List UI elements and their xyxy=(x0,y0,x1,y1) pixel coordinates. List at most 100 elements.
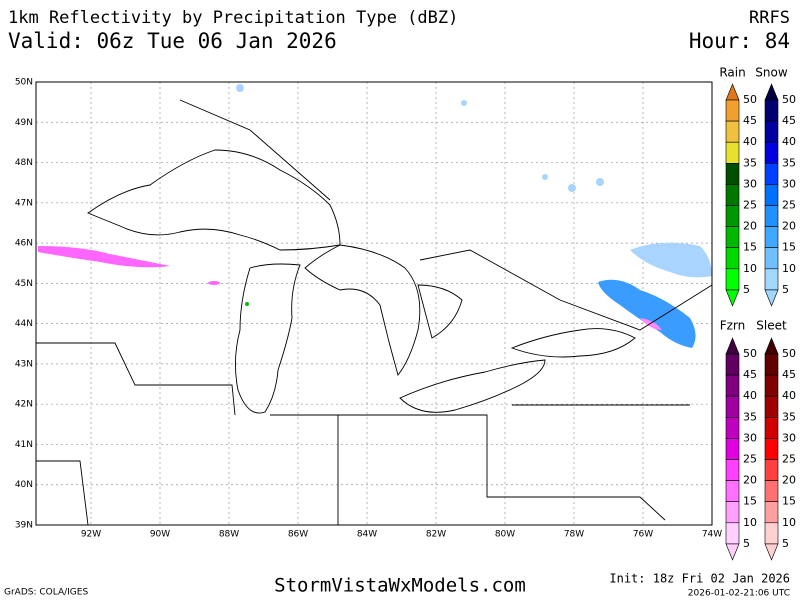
color-swatch xyxy=(764,99,779,122)
color-swatch xyxy=(764,141,779,164)
valid-time: Valid: 06z Tue 06 Jan 2026 xyxy=(8,29,337,53)
legend: Rain 50 45 40 35 30 25 20 15 10 5 Snow 50 45 40 35 30 25 2… xyxy=(719,66,796,561)
boundaries xyxy=(35,82,713,526)
freezing-rain-spot xyxy=(208,281,220,285)
color-swatch xyxy=(725,416,740,439)
legend-level: 30 xyxy=(743,431,757,444)
color-swatch xyxy=(764,395,779,418)
color-swatch xyxy=(764,459,779,481)
color-swatch xyxy=(764,205,779,227)
legend-level: 40 xyxy=(782,389,796,402)
lon-label: 74W xyxy=(702,530,722,540)
mixed-area xyxy=(640,318,662,330)
model: RRFS xyxy=(749,8,790,28)
lon-label: 84W xyxy=(357,530,377,540)
lat-label: 48N xyxy=(15,158,33,168)
color-swatch xyxy=(725,501,740,524)
legend-level: 50 xyxy=(743,347,757,360)
color-swatch xyxy=(764,480,779,503)
legend-level: 35 xyxy=(743,410,757,423)
legend-level: 35 xyxy=(782,410,796,423)
color-swatch xyxy=(764,268,779,291)
legend-level: 5 xyxy=(782,537,789,550)
lat-label: 39N xyxy=(15,521,33,531)
lon-label: 86W xyxy=(288,530,308,540)
legend-level: 50 xyxy=(782,93,796,106)
legend-level: 15 xyxy=(743,241,757,254)
map-frame xyxy=(35,81,713,526)
lat-label: 45N xyxy=(15,279,33,289)
color-swatch xyxy=(764,247,779,270)
color-swatch xyxy=(725,163,740,185)
color-arrow xyxy=(764,543,779,561)
freezing-rain-band xyxy=(38,246,170,268)
legend-level: 45 xyxy=(782,368,796,381)
lake-michigan xyxy=(235,263,301,414)
color-arrow xyxy=(764,289,779,307)
lon-label: 90W xyxy=(150,530,170,540)
lon-label: 78W xyxy=(564,530,584,540)
lon-label: 92W xyxy=(81,530,101,540)
legend-level: 30 xyxy=(782,177,796,190)
color-arrow xyxy=(725,543,740,561)
legend-level: 25 xyxy=(782,453,796,466)
legend-level: 15 xyxy=(743,495,757,508)
color-swatch xyxy=(725,522,740,545)
color-arrow xyxy=(725,289,740,307)
color-swatch xyxy=(764,353,779,376)
color-swatch xyxy=(764,416,779,439)
lake-erie xyxy=(399,359,546,413)
legend-level: 35 xyxy=(743,156,757,169)
light-snow-area xyxy=(630,242,712,278)
legend-level: 45 xyxy=(743,368,757,381)
timestamp: 2026-01-02-21:06 UTC xyxy=(688,589,790,599)
legend-title: Rain xyxy=(719,66,745,80)
forecast-hour: Hour: 84 xyxy=(689,29,790,53)
lat-label: 42N xyxy=(15,400,33,410)
color-swatch xyxy=(764,120,779,143)
color-swatch xyxy=(725,268,740,291)
legend-level: 25 xyxy=(743,199,757,212)
color-swatch xyxy=(725,395,740,418)
lat-label: 43N xyxy=(15,359,33,369)
snow-area xyxy=(598,279,696,348)
color-swatch xyxy=(764,374,779,397)
color-swatch xyxy=(725,438,740,460)
legend-level: 40 xyxy=(782,135,796,148)
legend-level: 5 xyxy=(743,283,750,296)
lat-label: 47N xyxy=(15,198,33,208)
legend-level: 35 xyxy=(782,156,796,169)
color-swatch xyxy=(725,120,740,143)
color-swatch xyxy=(725,99,740,122)
color-swatch xyxy=(725,374,740,397)
legend-level: 5 xyxy=(782,283,789,296)
lat-label: 50N xyxy=(15,78,33,88)
color-swatch xyxy=(725,459,740,481)
legend-level: 20 xyxy=(743,474,757,487)
color-swatch xyxy=(764,501,779,524)
legend-level: 40 xyxy=(743,135,757,148)
lon-label: 88W xyxy=(219,530,239,540)
lake-ontario xyxy=(510,328,636,358)
color-swatch xyxy=(725,141,740,164)
init-time: Init: 18z Fri 02 Jan 2026 xyxy=(609,572,790,586)
snow-spot xyxy=(568,184,576,192)
color-swatch xyxy=(764,226,779,249)
color-swatch xyxy=(764,438,779,460)
legend-title: Snow xyxy=(755,66,788,80)
snow-spot xyxy=(461,100,467,106)
snow-spot xyxy=(596,178,604,186)
legend-level: 50 xyxy=(782,347,796,360)
title: 1km Reflectivity by Precipitation Type (… xyxy=(8,8,458,28)
lat-label: 49N xyxy=(15,118,33,128)
borders xyxy=(35,82,713,526)
lon-label: 76W xyxy=(633,530,653,540)
legend-level: 25 xyxy=(782,199,796,212)
legend-title: Sleet xyxy=(756,319,787,333)
color-swatch xyxy=(725,247,740,270)
lake-superior xyxy=(87,149,341,251)
lake-huron xyxy=(304,244,421,376)
color-swatch xyxy=(764,163,779,185)
